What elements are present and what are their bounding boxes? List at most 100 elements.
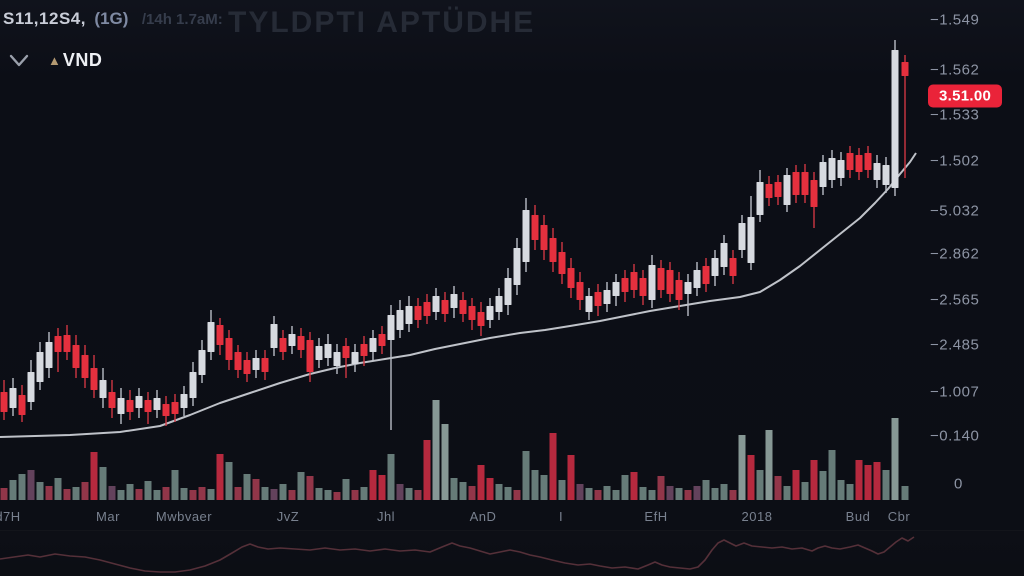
volume-bar [270,489,278,500]
overview-strip [0,530,1024,576]
candle-up [36,352,44,382]
triangle-up-icon: ▲ [48,53,61,68]
chevron-down-icon[interactable] [8,53,30,69]
volume-bar [684,490,692,500]
candle-down [810,180,818,207]
time-axis-label: JvZ [276,509,300,524]
candle-down [279,338,287,352]
candle-down [864,153,872,170]
volume-bar [630,472,638,500]
volume-bar [117,490,125,500]
volume-bar [477,465,485,500]
time-axis-label: AnD [469,509,497,524]
candle-up [522,210,530,262]
time-axis-label: Cbr [887,509,911,524]
volume-bar [720,484,728,500]
volume-bar [486,478,494,500]
overview-line-chart[interactable] [0,531,1024,576]
volume-bar [9,480,17,500]
volume-bar [423,440,431,500]
volume-bar [144,481,152,500]
volume-bar [549,433,557,500]
ticker-meta: /14h 1.7aM: [141,11,223,28]
volume-bar [783,486,791,500]
volume-bar [0,488,8,500]
candle-down [657,268,665,290]
volume-bar [234,487,242,500]
time-axis-label: Bud [845,509,871,524]
price-axis-label: −1.533 [930,106,980,124]
volume-bar [675,488,683,500]
candle-down [63,335,71,352]
time-axis-label: I [558,509,564,524]
candle-down [801,172,809,195]
candle-up [828,158,836,180]
candle-down [243,360,251,374]
volume-bar [90,452,98,500]
volume-bar [324,490,332,500]
candle-down [216,325,224,345]
candle-up [504,278,512,305]
candle-up [819,162,827,187]
volume-bar [315,488,323,500]
volume-bar [846,484,854,500]
candle-down [171,402,179,414]
volume-bar [135,489,143,500]
candle-up [405,306,413,324]
volume-bar [468,486,476,500]
candle-up [891,50,899,188]
candle-up [324,344,332,358]
candle-down [18,395,26,415]
ticker-symbol: S11,12S4, [3,9,86,28]
candle-down [81,355,89,378]
time-axis[interactable]: d7H Mar Mwbvaer JvZ Jhl AnD I EfH 2018 Bud Cbr [0,503,1024,529]
candle-down [378,334,386,346]
price-axis-label: −2.485 [930,336,980,354]
volume-bar [153,490,161,500]
candle-down [0,392,8,412]
volume-bar [666,486,674,500]
volume-bar [513,490,521,500]
volume-bar [171,470,179,500]
volume-bar [901,486,909,500]
candle-up [432,296,440,312]
candle-down [108,392,116,408]
candle-down [234,352,242,370]
candle-up [198,350,206,375]
volume-bar [306,476,314,500]
volume-bar [567,455,575,500]
candle-down [792,172,800,195]
candle-up [333,352,341,366]
candle-down [144,400,152,412]
volume-bar [45,486,53,500]
volume-bar [405,488,413,500]
candle-up [585,296,593,312]
volume-bar [648,490,656,500]
candle-down [846,153,854,170]
candle-up [207,322,215,352]
currency-label: VND [62,50,103,70]
candle-up [135,396,143,408]
candlestick-chart-canvas[interactable] [0,0,1024,530]
volume-bar [639,487,647,500]
price-axis[interactable]: −1.549 −1.562 −1.533 −1.502 −5.032 −2.862 −2.5… [918,0,1024,530]
volume-bar [387,454,395,500]
volume-bar [765,430,773,500]
volume-bar [189,490,197,500]
volume-bar [342,479,350,500]
volume-bar [873,462,881,500]
candle-up [27,372,35,402]
candle-up [693,270,701,288]
time-axis-label: EfH [644,509,668,524]
candle-down [441,300,449,314]
volume-bar [459,482,467,500]
currency-selector[interactable]: ▲ VND [48,50,102,71]
candle-up [603,290,611,304]
volume-bar [108,486,116,500]
candle-up [369,338,377,352]
candle-down [360,344,368,356]
volume-bar [738,435,746,500]
volume-bar [621,475,629,500]
candle-up [711,258,719,276]
candle-down [162,404,170,416]
